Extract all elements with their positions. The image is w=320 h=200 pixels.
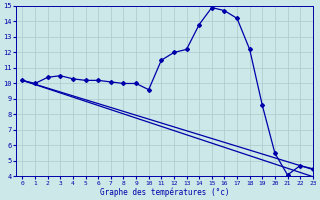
X-axis label: Graphe des températures (°c): Graphe des températures (°c) [100,187,229,197]
